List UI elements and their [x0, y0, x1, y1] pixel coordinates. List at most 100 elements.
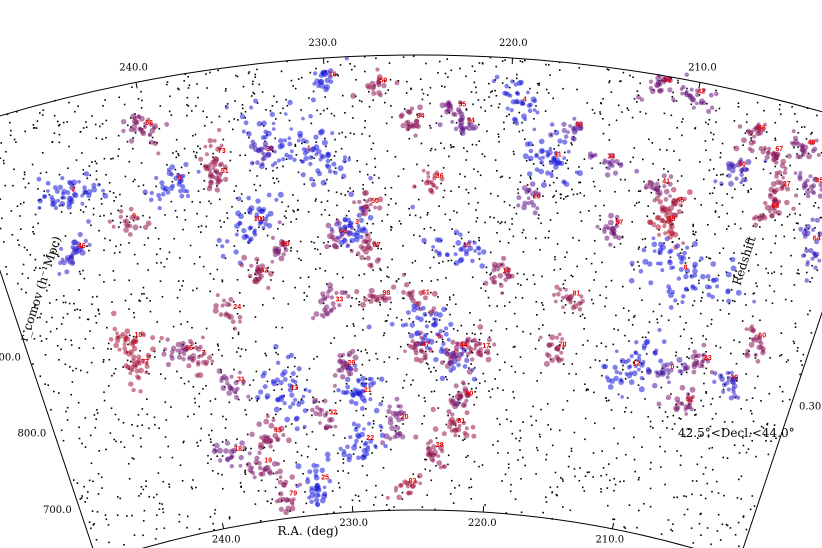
galaxy-point — [591, 109, 594, 111]
cluster-member — [371, 84, 377, 90]
galaxy-point — [351, 68, 353, 71]
galaxy-point — [199, 256, 201, 258]
galaxy-point — [567, 167, 569, 170]
cluster-member — [450, 120, 455, 124]
galaxy-point — [35, 267, 37, 269]
galaxy-point — [532, 405, 534, 408]
galaxy-point — [322, 302, 325, 305]
galaxy-point — [171, 180, 174, 183]
galaxy-point — [762, 213, 765, 215]
galaxy-point — [412, 55, 415, 58]
galaxy-point — [126, 515, 128, 517]
cluster-member — [406, 119, 411, 124]
galaxy-point — [581, 313, 584, 316]
galaxy-point — [296, 451, 299, 453]
galaxy-point — [114, 368, 117, 370]
galaxy-point — [604, 305, 606, 308]
galaxy-point — [467, 231, 470, 234]
galaxy-point — [469, 312, 471, 314]
galaxy-point — [416, 113, 418, 116]
cluster-member — [217, 162, 223, 168]
galaxy-point — [737, 106, 740, 108]
cluster-member — [396, 494, 402, 500]
cluster-member — [473, 249, 477, 253]
galaxy-point — [610, 279, 613, 282]
cluster-79: 79 — [275, 468, 302, 516]
galaxy-point — [700, 312, 702, 315]
cluster-member — [647, 219, 653, 226]
cluster-member — [510, 79, 515, 84]
galaxy-point — [624, 378, 627, 380]
galaxy-point — [705, 392, 708, 394]
galaxy-point — [357, 495, 360, 497]
galaxy-point — [126, 215, 128, 218]
galaxy-point — [96, 409, 98, 411]
cluster-member — [133, 339, 139, 344]
galaxy-point — [601, 374, 603, 377]
cluster-member — [628, 379, 635, 385]
galaxy-point — [585, 389, 588, 392]
galaxy-point — [174, 209, 177, 212]
galaxy-point — [522, 421, 524, 423]
cluster-member — [360, 406, 365, 411]
galaxy-point — [710, 318, 713, 321]
cluster-member — [302, 408, 308, 414]
cluster-member — [361, 226, 366, 231]
galaxy-point — [276, 177, 278, 180]
galaxy-point — [287, 303, 290, 305]
cluster-34: 34 — [587, 151, 640, 178]
galaxy-point — [629, 161, 632, 163]
cluster-member — [448, 321, 454, 327]
galaxy-point — [97, 309, 100, 312]
galaxy-point — [446, 304, 448, 306]
cluster-member — [719, 181, 724, 186]
galaxy-point — [642, 158, 644, 161]
galaxy-point — [103, 391, 105, 393]
cluster-member — [463, 251, 469, 257]
galaxy-point — [142, 286, 145, 289]
galaxy-point — [96, 412, 99, 414]
cluster-member — [376, 90, 382, 96]
cluster-member — [257, 276, 263, 281]
cluster-member — [446, 100, 452, 105]
cluster-15: 15 — [421, 229, 487, 269]
galaxy-point — [685, 495, 687, 498]
galaxy-point — [92, 213, 95, 216]
galaxy-point — [757, 375, 759, 378]
cluster-member — [331, 161, 337, 167]
galaxy-point — [391, 116, 393, 119]
galaxy-point — [387, 204, 390, 206]
galaxy-point — [340, 245, 342, 247]
galaxy-point — [486, 130, 488, 132]
galaxy-point — [773, 271, 776, 273]
galaxy-point — [453, 210, 455, 212]
galaxy-point — [639, 111, 642, 113]
galaxy-point — [374, 157, 376, 160]
galaxy-point — [474, 333, 476, 336]
cluster-member — [59, 246, 64, 251]
cluster-member — [638, 386, 645, 393]
galaxy-point — [688, 357, 690, 360]
cluster-member — [215, 293, 220, 298]
cluster-member — [438, 329, 443, 334]
cluster-member — [477, 251, 482, 256]
galaxy-point — [781, 224, 783, 226]
cluster-member — [642, 258, 649, 265]
cluster-member — [322, 491, 328, 497]
galaxy-point — [387, 276, 390, 279]
galaxy-point — [711, 490, 713, 493]
cluster-member — [460, 402, 467, 408]
cluster-member — [562, 139, 568, 145]
cluster-member — [123, 227, 129, 233]
galaxy-point — [499, 423, 501, 426]
cluster-member — [637, 353, 642, 358]
cluster-member — [406, 491, 411, 495]
cluster-member — [441, 431, 447, 437]
galaxy-point — [84, 446, 87, 448]
galaxy-point — [726, 524, 729, 527]
cluster-label: 60 — [758, 332, 766, 339]
galaxy-point — [276, 478, 279, 481]
cluster-member — [118, 214, 123, 219]
cluster-member — [681, 84, 686, 90]
galaxy-point — [105, 174, 107, 176]
